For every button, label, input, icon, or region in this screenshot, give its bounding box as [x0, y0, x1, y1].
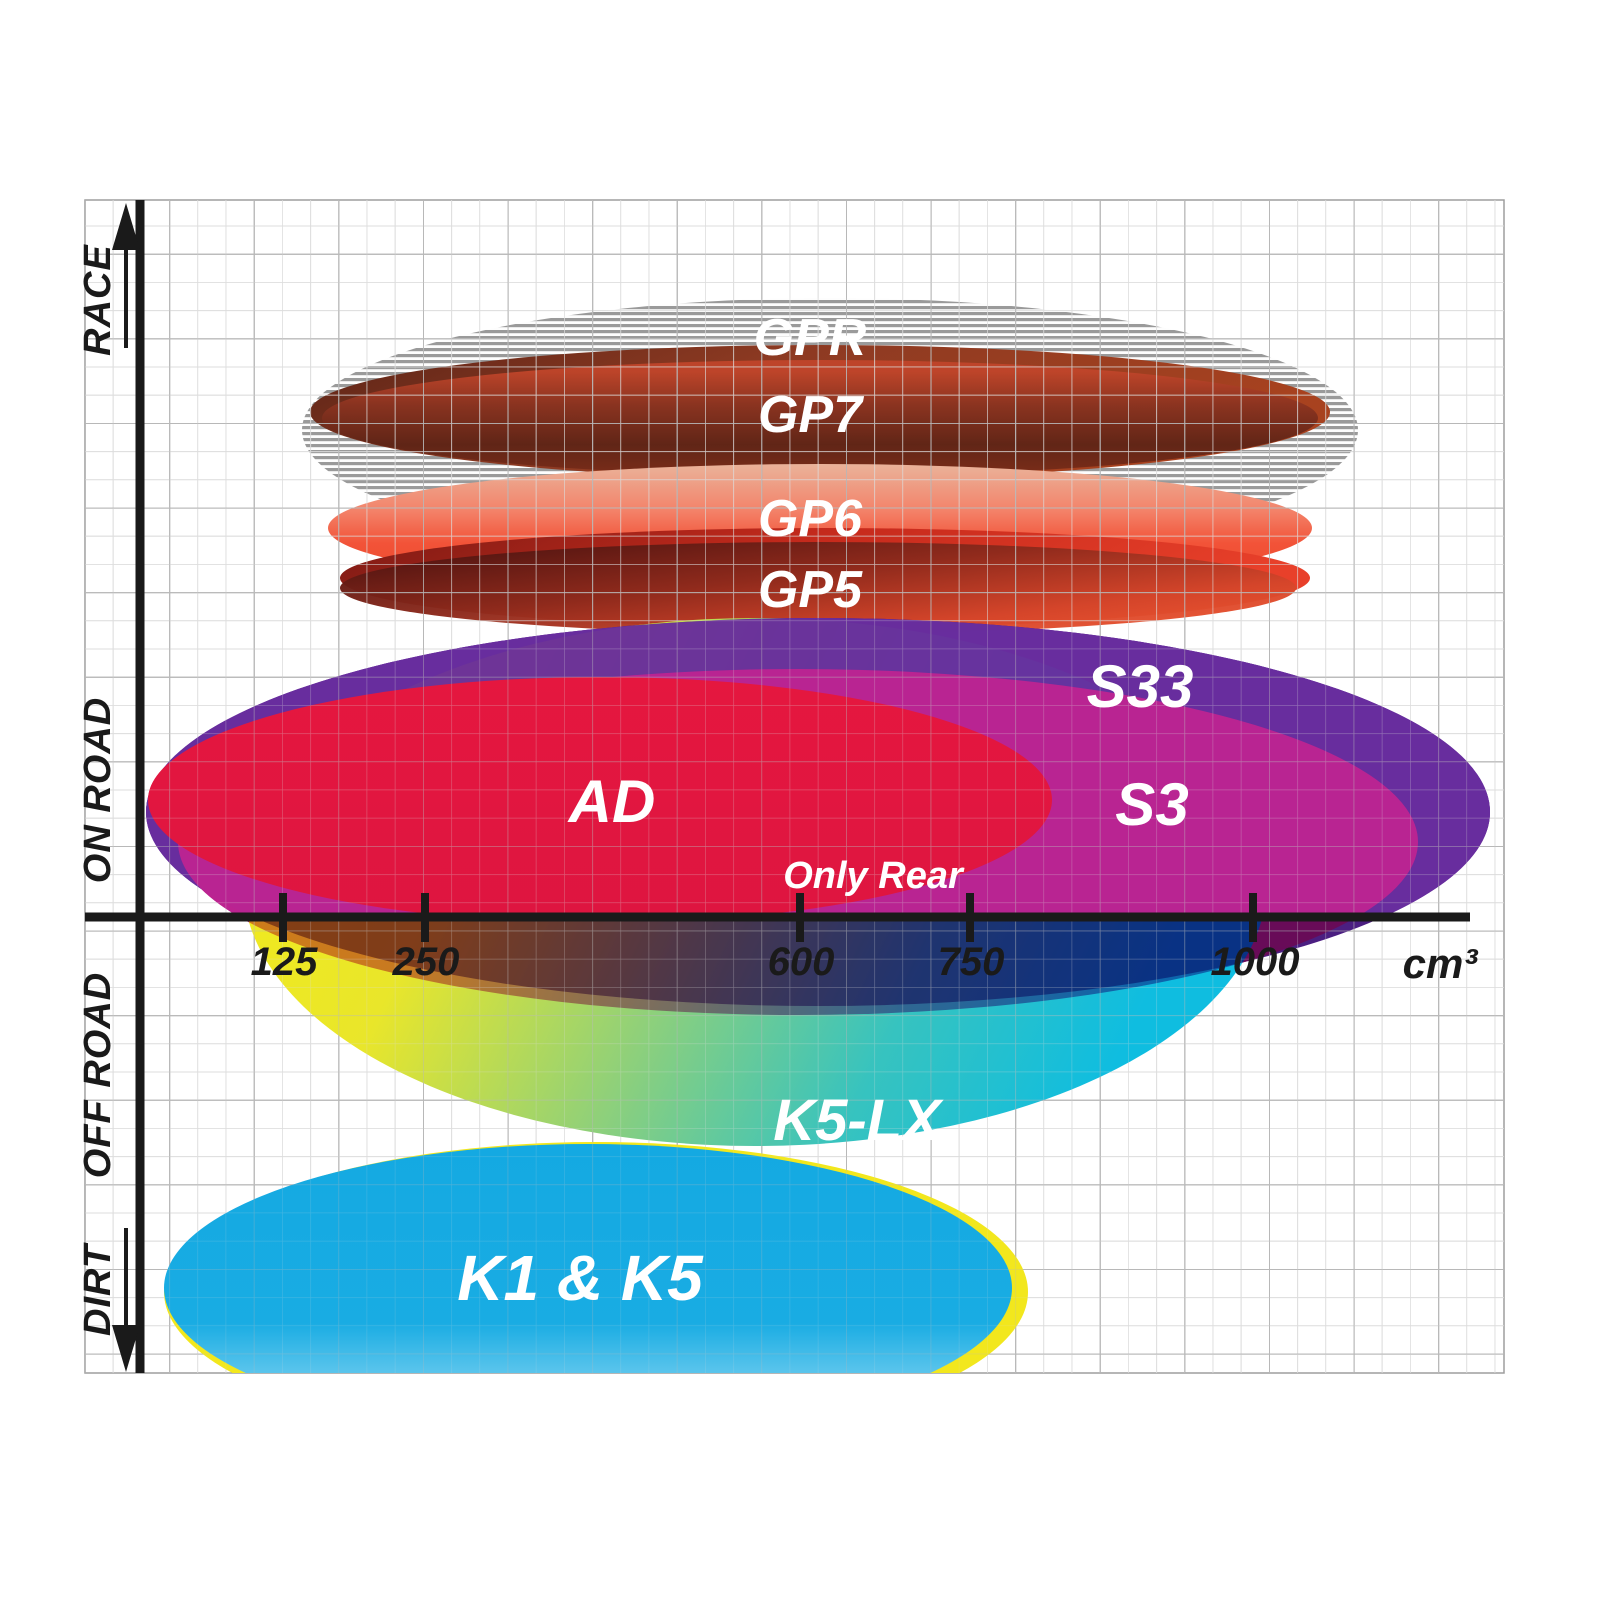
series-label-gp6: GP6 [758, 490, 863, 548]
x-tick-label-1000: 1000 [1211, 940, 1300, 984]
y-axis-category-labels: RACE ON ROAD OFF ROAD DIRT [77, 244, 119, 1336]
region-k1-k5[interactable] [85, 200, 1504, 1442]
annotation-only-rear: Only Rear [783, 855, 965, 897]
x-tick-label-750: 750 [938, 940, 1005, 984]
x-tick-label-250: 250 [392, 940, 460, 984]
x-tick-label-600: 600 [768, 940, 835, 984]
series-label-k5-lx: K5-LX [773, 1088, 944, 1153]
series-label-k1-k5: K1 & K5 [457, 1242, 704, 1314]
x-axis-unit-label: cm³ [1403, 940, 1479, 987]
race-direction-arrow [112, 203, 140, 348]
x-axis-ticks [279, 893, 1257, 942]
axes [85, 200, 1470, 1373]
y-label-race: RACE [77, 244, 119, 356]
series-label-gp5: GP5 [758, 561, 863, 619]
series-label-gpr: GPR [754, 309, 867, 367]
dirt-direction-arrow [112, 1228, 140, 1372]
y-label-on-road: ON ROAD [77, 697, 119, 883]
series-label-s3: S3 [1115, 771, 1188, 838]
series-label-gp7: GP7 [758, 386, 864, 444]
x-axis-tick-labels: 125 250 600 750 1000 cm³ [251, 940, 1479, 987]
series-labels: GPR GP7 GP6 GP5 S33 S3 AD K5-LX K1 & K5 … [457, 309, 1193, 1314]
y-label-dirt: DIRT [77, 1242, 119, 1336]
series-label-ad: AD [567, 768, 656, 835]
series-label-s33: S33 [1087, 653, 1194, 720]
y-label-off-road: OFF ROAD [77, 972, 119, 1178]
x-tick-label-125: 125 [251, 940, 318, 984]
